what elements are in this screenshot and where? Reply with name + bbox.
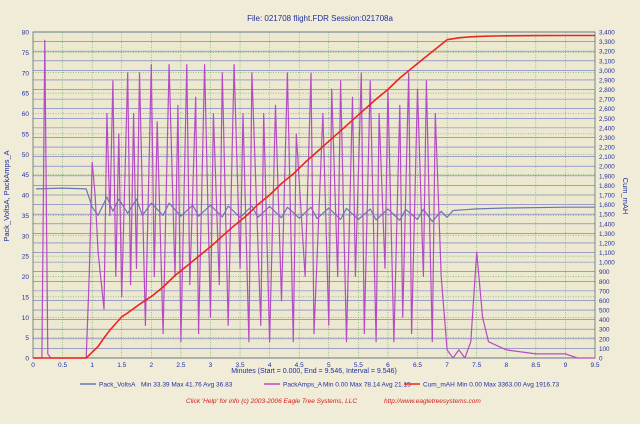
legend-stats-mah: Min 0.00 Max 3363.00 Avg 1916.73 — [457, 382, 560, 389]
axes: 01002003004005006007008009001,0001,1001,… — [22, 30, 615, 370]
x-tick-label: 0 — [31, 362, 35, 369]
footer-help-text: Click 'Help' for info (c) 2003-2006 Eagl… — [186, 398, 357, 405]
y-right-tick-label: 1,400 — [599, 221, 615, 228]
y-left-tick-label: 20 — [22, 274, 30, 281]
y-left-tick-label: 5 — [25, 335, 29, 342]
x-tick-label: 5.5 — [354, 362, 363, 369]
y-right-tick-label: 1,800 — [599, 183, 615, 190]
x-tick-label: 9.5 — [590, 362, 599, 369]
footer-url[interactable]: http://www.eagletreesystems.com — [384, 398, 481, 405]
y-right-tick-label: 100 — [599, 346, 610, 353]
y-left-tick-label: 25 — [22, 254, 30, 261]
y-right-tick-label: 1,100 — [599, 250, 615, 257]
y-left-tick-label: 50 — [22, 152, 30, 159]
y-right-tick-label: 1,000 — [599, 260, 615, 267]
y-right-tick-label: 2,200 — [599, 145, 615, 152]
y-right-tick-label: 2,900 — [599, 77, 615, 84]
legend-label-mah: Cum_mAH — [423, 382, 455, 389]
legend-stats-volts: Min 33.39 Max 41.76 Avg 36.83 — [141, 382, 233, 389]
x-tick-label: 7 — [445, 362, 449, 369]
y-right-tick-label: 2,300 — [599, 135, 615, 142]
x-tick-label: 3 — [209, 362, 213, 369]
y-left-tick-label: 0 — [25, 356, 29, 363]
y-left-tick-label: 10 — [22, 315, 30, 322]
x-tick-label: 2.5 — [176, 362, 185, 369]
y-axis-right-label: Cum_mAH — [621, 178, 630, 215]
chart-title: File: 021708 flight.FDR Session:021708a — [247, 14, 393, 23]
series-layer — [33, 34, 595, 359]
y-right-tick-label: 2,600 — [599, 106, 615, 113]
x-tick-label: 3.5 — [236, 362, 245, 369]
series-line-pack_voltsa — [35, 187, 595, 223]
x-tick-label: 6.5 — [413, 362, 422, 369]
y-left-tick-label: 60 — [22, 111, 30, 118]
y-right-tick-label: 2,100 — [599, 154, 615, 161]
y-right-tick-label: 1,900 — [599, 173, 615, 180]
y-left-tick-label: 70 — [22, 70, 30, 77]
x-tick-label: 4 — [268, 362, 272, 369]
y-left-tick-label: 35 — [22, 213, 30, 220]
y-right-tick-label: 2,700 — [599, 97, 615, 104]
y-left-tick-label: 30 — [22, 233, 30, 240]
y-right-tick-label: 3,300 — [599, 39, 615, 46]
y-right-tick-label: 3,000 — [599, 68, 615, 75]
y-right-tick-label: 300 — [599, 327, 610, 334]
y-right-tick-label: 1,500 — [599, 212, 615, 219]
x-tick-label: 1 — [90, 362, 94, 369]
y-right-tick-label: 1,700 — [599, 193, 615, 200]
y-right-tick-label: 2,800 — [599, 87, 615, 94]
x-tick-label: 8 — [504, 362, 508, 369]
x-tick-label: 2 — [150, 362, 154, 369]
x-tick-label: 7.5 — [472, 362, 481, 369]
y-right-tick-label: 1,200 — [599, 240, 615, 247]
x-axis-label: Minutes (Start = 0.000, End = 9.546, Int… — [231, 368, 397, 375]
y-left-tick-label: 65 — [22, 91, 30, 98]
y-right-tick-label: 700 — [599, 288, 610, 295]
y-right-tick-label: 3,100 — [599, 58, 615, 65]
y-left-tick-label: 15 — [22, 294, 30, 301]
y-left-tick-label: 75 — [22, 50, 30, 57]
y-right-tick-label: 0 — [599, 356, 603, 363]
y-right-tick-label: 1,600 — [599, 202, 615, 209]
y-right-tick-label: 400 — [599, 317, 610, 324]
y-right-tick-label: 500 — [599, 308, 610, 315]
y-right-tick-label: 600 — [599, 298, 610, 305]
y-right-tick-label: 800 — [599, 279, 610, 286]
series-line-cum_mah — [33, 34, 595, 359]
y-right-tick-label: 2,400 — [599, 125, 615, 132]
x-tick-label: 4.5 — [295, 362, 304, 369]
legend-stats-amps: Min 0.00 Max 78.14 Avg 21.15 — [323, 382, 411, 389]
y-right-tick-label: 1,300 — [599, 231, 615, 238]
x-tick-label: 6 — [386, 362, 390, 369]
y-left-tick-label: 55 — [22, 131, 30, 138]
y-left-tick-label: 80 — [22, 30, 30, 37]
legend-label-amps: PackAmps_A — [283, 382, 323, 389]
y-right-tick-label: 200 — [599, 336, 610, 343]
series-line-packamps_a — [33, 39, 595, 359]
y-right-tick-label: 900 — [599, 269, 610, 276]
x-tick-label: 0.5 — [58, 362, 67, 369]
y-right-tick-label: 2,000 — [599, 164, 615, 171]
y-right-tick-label: 2,500 — [599, 116, 615, 123]
x-tick-label: 9 — [564, 362, 568, 369]
legend-label-volts: Pack_VoltsA — [99, 382, 136, 389]
x-tick-label: 1.5 — [117, 362, 126, 369]
x-tick-label: 5 — [327, 362, 331, 369]
legend: Pack_VoltsA Min 33.39 Max 41.76 Avg 36.8… — [80, 382, 560, 389]
y-left-tick-label: 45 — [22, 172, 30, 179]
y-right-tick-label: 3,200 — [599, 49, 615, 56]
y-right-tick-label: 3,400 — [599, 30, 615, 37]
x-tick-label: 8.5 — [531, 362, 540, 369]
y-axis-left-label: Pack_VoltsA, PackAmps_A — [2, 150, 11, 241]
y-left-tick-label: 40 — [22, 193, 30, 200]
